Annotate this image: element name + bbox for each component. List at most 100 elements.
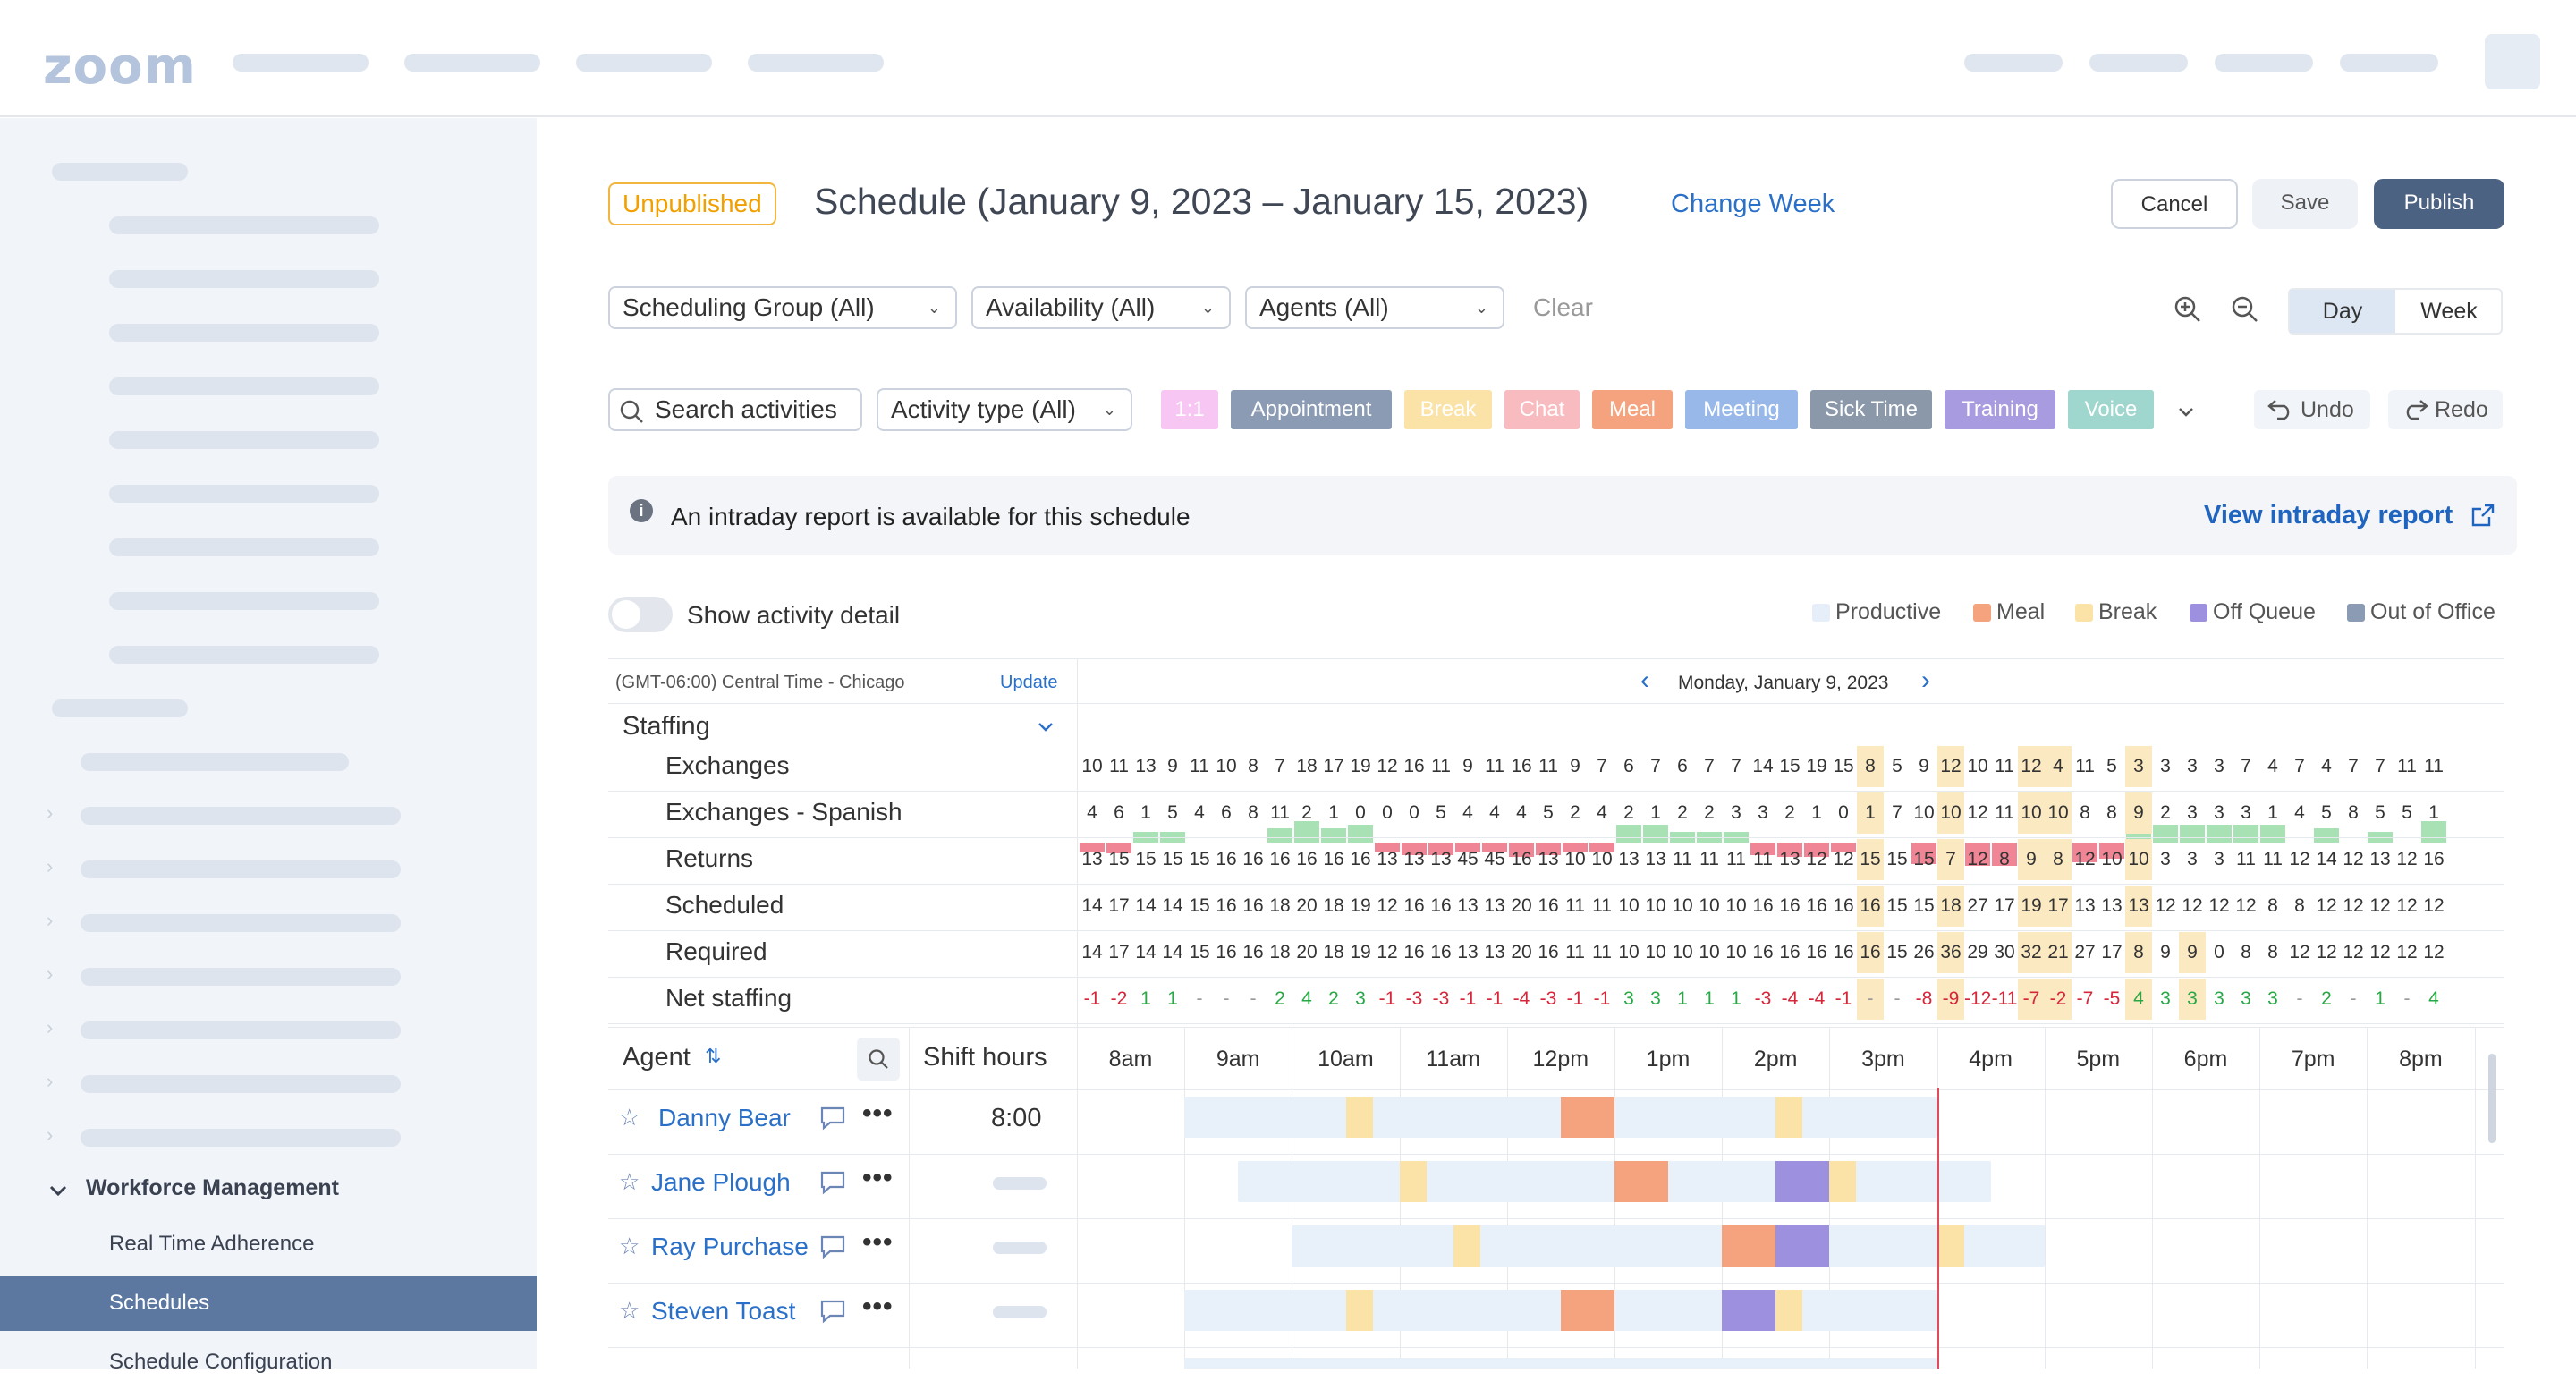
sidebar-placeholder[interactable] [80, 1075, 401, 1093]
sidebar-placeholder[interactable] [80, 807, 401, 825]
shift-bar[interactable] [1184, 1358, 1937, 1369]
off-queue-segment[interactable] [1775, 1225, 1830, 1267]
favorite-star-icon[interactable]: ☆ [619, 1297, 640, 1324]
vertical-scrollbar[interactable] [2488, 1054, 2496, 1143]
day-view-button[interactable]: Day [2290, 290, 2395, 333]
chevron-down-icon[interactable] [2175, 401, 2197, 422]
sidebar-placeholder[interactable] [109, 538, 379, 556]
activity-chip-break[interactable]: Break [1404, 390, 1492, 429]
agent-name[interactable]: Jane Plough [651, 1168, 791, 1196]
sidebar-placeholder[interactable] [80, 753, 349, 771]
activity-chip-meeting[interactable]: Meeting [1685, 390, 1798, 429]
meal-segment[interactable] [1722, 1225, 1776, 1267]
nav-placeholder[interactable] [404, 54, 540, 72]
activity-chip-1-1[interactable]: 1:1 [1161, 390, 1218, 429]
nav-placeholder[interactable] [1964, 54, 2063, 72]
sidebar-placeholder[interactable] [109, 216, 379, 234]
prev-day-icon[interactable]: ‹ [1640, 665, 1649, 695]
comment-icon[interactable] [819, 1170, 846, 1195]
agent-name[interactable]: Danny Bear [658, 1104, 791, 1131]
agents-select[interactable]: Agents (All) ⌄ [1245, 286, 1504, 329]
publish-button[interactable]: Publish [2374, 179, 2504, 229]
nav-placeholder[interactable] [2340, 54, 2438, 72]
chevron-down-icon[interactable] [48, 1181, 68, 1200]
sidebar-placeholder[interactable] [80, 914, 401, 932]
timezone-update-link[interactable]: Update [1000, 673, 1058, 692]
off-queue-segment[interactable] [1722, 1290, 1776, 1331]
break-segment[interactable] [1829, 1161, 1857, 1202]
nav-placeholder[interactable] [2089, 54, 2188, 72]
meal-segment[interactable] [1560, 1290, 1614, 1331]
sidebar-placeholder[interactable] [109, 592, 379, 610]
sidebar-item-schedule-configuration[interactable]: Schedule Configuration [109, 1350, 333, 1374]
more-options-icon[interactable]: ••• [862, 1163, 894, 1192]
nav-placeholder[interactable] [233, 54, 369, 72]
chevron-down-icon[interactable] [1036, 717, 1055, 737]
nav-placeholder[interactable] [748, 54, 884, 72]
sidebar-placeholder[interactable] [80, 968, 401, 986]
save-button[interactable]: Save [2252, 179, 2358, 229]
break-segment[interactable] [1399, 1161, 1427, 1202]
sidebar-placeholder[interactable] [80, 1129, 401, 1147]
shift-bar[interactable] [1184, 1290, 1937, 1331]
favorite-star-icon[interactable]: ☆ [619, 1104, 640, 1131]
sidebar-placeholder[interactable] [109, 270, 379, 288]
shift-bar[interactable] [1292, 1225, 2045, 1267]
scheduling-group-select[interactable]: Scheduling Group (All) ⌄ [608, 286, 957, 329]
sidebar-placeholder[interactable] [109, 377, 379, 395]
meal-segment[interactable] [1614, 1161, 1668, 1202]
break-segment[interactable] [1775, 1290, 1803, 1331]
view-intraday-report-link[interactable]: View intraday report [2204, 501, 2453, 530]
shift-bar[interactable] [1184, 1097, 1937, 1138]
sidebar-item-real-time-adherence[interactable]: Real Time Adherence [109, 1232, 315, 1256]
favorite-star-icon[interactable]: ☆ [619, 1233, 640, 1259]
break-segment[interactable] [1345, 1290, 1373, 1331]
activity-type-select[interactable]: Activity type (All) ⌄ [877, 388, 1132, 431]
more-options-icon[interactable]: ••• [862, 1098, 894, 1128]
staffing-label[interactable]: Staffing [623, 712, 710, 741]
sidebar-section-workforce-management[interactable]: Workforce Management [86, 1175, 339, 1200]
sidebar-placeholder[interactable] [109, 324, 379, 342]
sidebar-placeholder[interactable] [109, 431, 379, 449]
comment-icon[interactable] [819, 1234, 846, 1259]
search-activities-input[interactable]: Search activities [608, 388, 862, 431]
sidebar-placeholder[interactable] [109, 485, 379, 503]
activity-chip-voice[interactable]: Voice [2068, 390, 2154, 429]
activity-detail-toggle[interactable] [608, 597, 673, 632]
break-segment[interactable] [1345, 1097, 1373, 1138]
agent-name[interactable]: Ray Purchase [651, 1233, 809, 1260]
activity-chip-sick-time[interactable]: Sick Time [1810, 390, 1932, 429]
meal-segment[interactable] [1560, 1097, 1614, 1138]
off-queue-segment[interactable] [1775, 1161, 1830, 1202]
agent-name[interactable]: Steven Toast [651, 1297, 796, 1325]
sidebar-placeholder[interactable] [80, 1021, 401, 1039]
comment-icon[interactable] [819, 1299, 846, 1324]
activity-chip-chat[interactable]: Chat [1504, 390, 1580, 429]
zoom-out-icon[interactable] [2231, 295, 2259, 324]
cancel-button[interactable]: Cancel [2111, 179, 2238, 229]
comment-icon[interactable] [819, 1106, 846, 1131]
sidebar-item-schedules[interactable]: Schedules [0, 1276, 537, 1331]
sidebar-placeholder[interactable] [80, 860, 401, 878]
zoom-logo[interactable]: zoom [43, 38, 197, 96]
availability-select[interactable]: Availability (All) ⌄ [971, 286, 1231, 329]
agent-search-button[interactable] [857, 1038, 900, 1081]
activity-chip-appointment[interactable]: Appointment [1231, 390, 1392, 429]
zoom-in-icon[interactable] [2174, 295, 2202, 324]
nav-placeholder[interactable] [2215, 54, 2313, 72]
avatar[interactable] [2485, 34, 2540, 89]
sort-icon[interactable]: ⇅ [705, 1045, 722, 1067]
nav-placeholder[interactable] [576, 54, 712, 72]
favorite-star-icon[interactable]: ☆ [619, 1168, 640, 1195]
break-segment[interactable] [1775, 1097, 1803, 1138]
break-segment[interactable] [1453, 1225, 1480, 1267]
week-view-button[interactable]: Week [2420, 299, 2478, 324]
clear-filters-link[interactable]: Clear [1533, 293, 1593, 321]
more-options-icon[interactable]: ••• [862, 1292, 894, 1321]
more-options-icon[interactable]: ••• [862, 1227, 894, 1257]
break-segment[interactable] [1936, 1225, 1964, 1267]
next-day-icon[interactable]: › [1921, 665, 1930, 695]
change-week-link[interactable]: Change Week [1671, 190, 1835, 218]
shift-bar[interactable] [1238, 1161, 1991, 1202]
undo-button[interactable]: Undo [2254, 390, 2370, 429]
